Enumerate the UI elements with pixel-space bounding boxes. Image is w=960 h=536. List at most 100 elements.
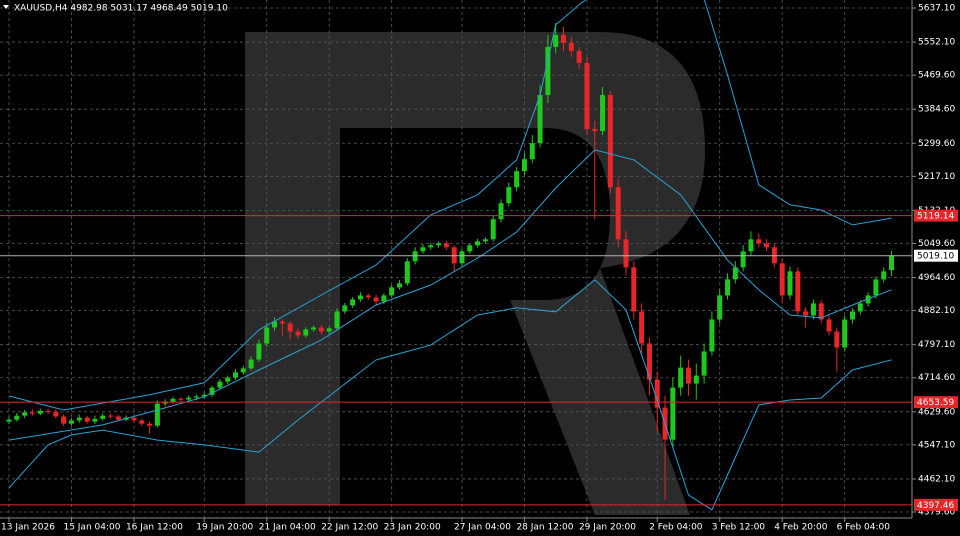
candle-body: [147, 423, 153, 426]
candle-body: [186, 397, 192, 400]
candle-body: [529, 143, 535, 160]
candle-body: [108, 415, 114, 417]
candle-body: [654, 379, 660, 408]
candle-body: [779, 263, 785, 296]
candle-body: [436, 243, 442, 246]
y-tick-label: 5217.10: [918, 172, 955, 182]
candle-body: [600, 95, 606, 132]
symbol-menu-arrow: [3, 5, 9, 9]
candle-body: [334, 311, 340, 329]
candle-body: [404, 261, 410, 284]
band-line: [8, 279, 892, 511]
y-tick-label: 4379.60: [918, 507, 955, 517]
y-tick-label: 4882.10: [918, 306, 955, 316]
grid: [0, 0, 912, 518]
candle-body: [170, 398, 176, 402]
candle-body: [498, 203, 504, 220]
candle-body: [725, 279, 731, 296]
candle-body: [350, 299, 356, 306]
candle-body: [537, 95, 543, 144]
candle-body: [646, 343, 652, 380]
candle-body: [685, 367, 691, 384]
candle-body: [490, 219, 496, 240]
y-tick-label: 4629.60: [918, 407, 955, 417]
price-level-label: 4397.46: [917, 501, 954, 511]
candle-body: [732, 267, 738, 280]
candle-body: [318, 327, 324, 332]
candle-body: [717, 295, 723, 320]
candle-body: [295, 331, 301, 336]
candle-body: [889, 255, 895, 271]
candle-body: [693, 375, 699, 384]
candle-body: [397, 283, 402, 288]
candle-body: [37, 410, 43, 414]
candle-body: [420, 247, 426, 252]
candle-body: [428, 245, 434, 248]
candle-body: [639, 311, 645, 344]
candle-body: [389, 287, 395, 296]
candle-body: [29, 412, 35, 414]
candle-body: [326, 328, 332, 332]
candle-body: [584, 62, 590, 130]
band-line: [8, 149, 892, 441]
candle-body: [193, 396, 199, 398]
candle-body: [818, 303, 824, 320]
y-tick-label: 4462.10: [918, 474, 955, 484]
y-tick-label: 4797.10: [918, 340, 955, 350]
chart-title: XAUUSD,H4 4982.98 5031.17 4968.49 5019.1…: [14, 4, 228, 14]
y-tick-label: 5637.10: [918, 4, 955, 14]
candle-body: [670, 387, 676, 440]
candle-body: [115, 416, 121, 420]
candle-body: [100, 415, 106, 419]
candle-body: [521, 159, 527, 172]
x-tick-label: 2 Feb 04:00: [649, 523, 703, 533]
candle-body: [475, 241, 481, 246]
candle-body: [568, 42, 574, 51]
candle-body: [342, 305, 348, 312]
y-tick-label: 4547.10: [918, 440, 955, 450]
candle-body: [76, 417, 82, 421]
candle-body: [857, 303, 863, 312]
candle-body: [178, 398, 184, 400]
x-tick-label: 15 Jan 04:00: [63, 523, 120, 533]
candle-body: [615, 187, 621, 240]
candle-body: [467, 245, 473, 252]
candle-body: [803, 311, 809, 316]
price-level-label: 4653.59: [917, 398, 954, 408]
x-tick-label: 23 Jan 20:00: [384, 523, 441, 533]
candle-body: [756, 239, 762, 244]
candle-body: [881, 271, 887, 280]
candle-body: [131, 417, 137, 421]
candle-body: [61, 416, 67, 424]
price-level-label: 5119.14: [917, 212, 954, 222]
candle-body: [279, 321, 285, 324]
candle-body: [68, 420, 74, 424]
candle-body: [201, 394, 207, 397]
candle-body: [53, 411, 59, 417]
candle-body: [849, 311, 855, 320]
candle-body: [443, 243, 449, 248]
x-tick-label: 22 Jan 12:00: [321, 523, 378, 533]
candle-body: [834, 331, 840, 348]
candle-body: [561, 34, 567, 43]
x-tick-label: 19 Jan 20:00: [196, 523, 253, 533]
x-tick-label: 29 Jan 20:00: [579, 523, 636, 533]
price-level-box: [914, 498, 958, 511]
candle-body: [6, 419, 12, 422]
candle-body: [810, 303, 816, 316]
candle-body: [576, 50, 582, 63]
y-tick-label: 5552.10: [918, 38, 955, 48]
candle-body: [45, 410, 51, 412]
candle-body: [365, 295, 371, 298]
candle-body: [740, 251, 746, 268]
candle-body: [545, 46, 551, 96]
candle-body: [240, 368, 246, 373]
y-tick-label: 5469.60: [918, 71, 955, 81]
x-tick-label: 21 Jan 04:00: [259, 523, 316, 533]
x-tick-label: 4 Feb 20:00: [774, 523, 828, 533]
candle-body: [842, 319, 848, 348]
candle-body: [357, 295, 363, 300]
candle-body: [248, 359, 254, 369]
candle-body: [14, 415, 20, 420]
